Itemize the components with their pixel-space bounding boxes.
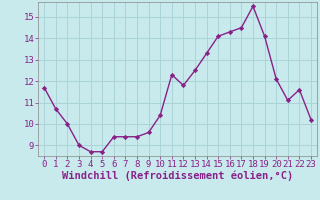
X-axis label: Windchill (Refroidissement éolien,°C): Windchill (Refroidissement éolien,°C) [62, 171, 293, 181]
